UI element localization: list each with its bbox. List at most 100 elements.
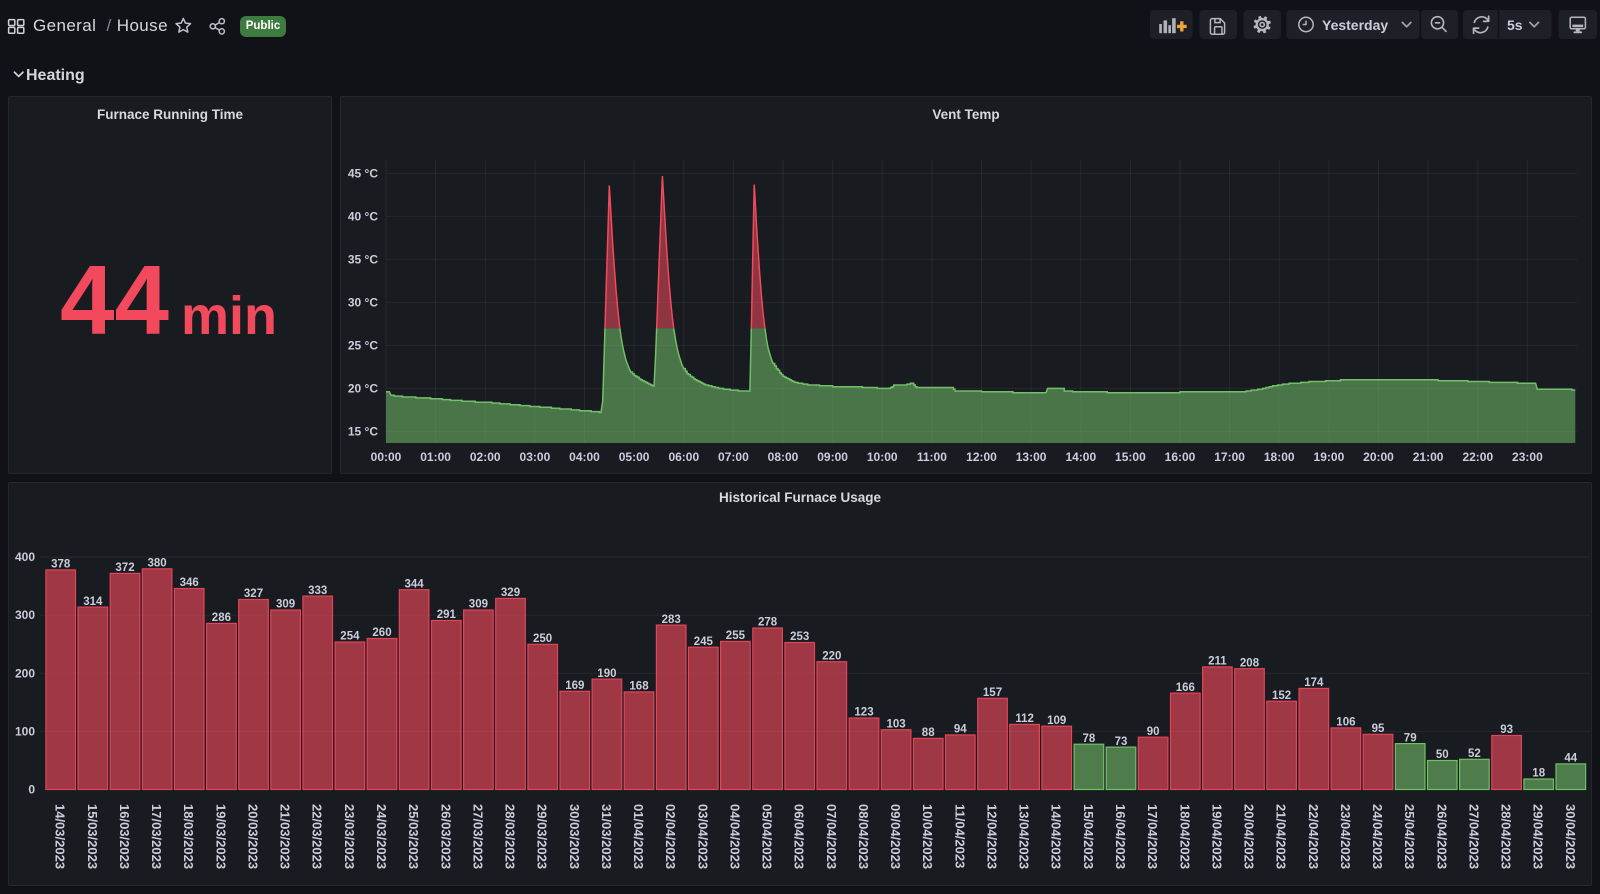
svg-text:100: 100	[15, 724, 35, 738]
svg-text:344: 344	[405, 578, 425, 590]
svg-text:13:00: 13:00	[1016, 450, 1047, 464]
svg-text:346: 346	[180, 577, 199, 589]
svg-text:21:00: 21:00	[1413, 450, 1444, 464]
svg-text:15 °C: 15 °C	[348, 424, 378, 438]
svg-text:02:00: 02:00	[470, 450, 501, 464]
svg-text:327: 327	[244, 588, 263, 600]
svg-text:28/04/2023: 28/04/2023	[1499, 804, 1514, 869]
svg-text:79: 79	[1404, 732, 1417, 744]
svg-text:21/04/2023: 21/04/2023	[1274, 804, 1289, 869]
svg-text:12:00: 12:00	[966, 450, 997, 464]
svg-text:152: 152	[1272, 690, 1291, 702]
svg-text:245: 245	[694, 636, 714, 648]
svg-text:20/04/2023: 20/04/2023	[1242, 804, 1257, 869]
svg-text:07/04/2023: 07/04/2023	[824, 804, 839, 869]
svg-text:02/04/2023: 02/04/2023	[663, 804, 678, 869]
svg-text:04:00: 04:00	[569, 450, 600, 464]
svg-text:400: 400	[15, 550, 35, 564]
svg-text:26/03/2023: 26/03/2023	[438, 804, 453, 869]
svg-text:45 °C: 45 °C	[348, 166, 378, 180]
svg-text:28/03/2023: 28/03/2023	[503, 804, 518, 869]
svg-text:90: 90	[1147, 726, 1160, 738]
svg-text:291: 291	[437, 609, 457, 621]
svg-text:30/04/2023: 30/04/2023	[1563, 804, 1578, 869]
svg-text:30 °C: 30 °C	[348, 295, 378, 309]
svg-text:08:00: 08:00	[768, 450, 799, 464]
svg-text:18/03/2023: 18/03/2023	[181, 804, 196, 869]
svg-text:283: 283	[662, 614, 681, 626]
svg-text:168: 168	[629, 681, 649, 693]
svg-text:169: 169	[565, 680, 584, 692]
svg-text:00:00: 00:00	[371, 450, 402, 464]
svg-text:25/04/2023: 25/04/2023	[1402, 804, 1417, 869]
svg-text:31/03/2023: 31/03/2023	[599, 804, 614, 869]
svg-text:30/03/2023: 30/03/2023	[567, 804, 582, 869]
svg-text:01:00: 01:00	[420, 450, 451, 464]
svg-text:01/04/2023: 01/04/2023	[631, 804, 646, 869]
svg-text:26/04/2023: 26/04/2023	[1434, 804, 1449, 869]
svg-text:17/04/2023: 17/04/2023	[1145, 804, 1160, 869]
svg-text:112: 112	[1015, 713, 1034, 725]
svg-text:17:00: 17:00	[1214, 450, 1245, 464]
svg-text:309: 309	[276, 599, 295, 611]
svg-text:09:00: 09:00	[817, 450, 848, 464]
svg-text:95: 95	[1372, 723, 1385, 735]
svg-text:20:00: 20:00	[1363, 450, 1394, 464]
svg-text:16/04/2023: 16/04/2023	[1113, 804, 1128, 869]
svg-text:14:00: 14:00	[1065, 450, 1096, 464]
svg-text:16:00: 16:00	[1165, 450, 1196, 464]
svg-text:23/04/2023: 23/04/2023	[1338, 804, 1353, 869]
svg-text:0: 0	[28, 783, 35, 797]
svg-text:09/04/2023: 09/04/2023	[888, 804, 903, 869]
svg-text:378: 378	[51, 559, 71, 571]
svg-text:03:00: 03:00	[520, 450, 551, 464]
svg-text:174: 174	[1304, 677, 1324, 689]
svg-text:08/04/2023: 08/04/2023	[856, 804, 871, 869]
svg-text:50: 50	[1436, 749, 1449, 761]
svg-text:35 °C: 35 °C	[348, 252, 378, 266]
svg-text:94: 94	[954, 724, 967, 736]
svg-text:19/04/2023: 19/04/2023	[1209, 804, 1224, 869]
svg-text:211: 211	[1208, 656, 1227, 668]
svg-text:88: 88	[922, 727, 935, 739]
svg-text:19:00: 19:00	[1314, 450, 1345, 464]
svg-text:73: 73	[1115, 736, 1128, 748]
svg-text:14/04/2023: 14/04/2023	[1049, 804, 1064, 869]
svg-text:208: 208	[1240, 657, 1260, 669]
svg-text:278: 278	[758, 617, 778, 629]
svg-text:253: 253	[790, 631, 809, 643]
svg-text:14/03/2023: 14/03/2023	[53, 804, 68, 869]
svg-text:286: 286	[212, 612, 231, 624]
svg-text:157: 157	[983, 687, 1002, 699]
svg-text:254: 254	[340, 631, 360, 643]
svg-text:23/03/2023: 23/03/2023	[342, 804, 357, 869]
svg-text:22/04/2023: 22/04/2023	[1306, 804, 1321, 869]
svg-text:109: 109	[1047, 715, 1066, 727]
svg-text:93: 93	[1500, 724, 1513, 736]
svg-text:07:00: 07:00	[718, 450, 749, 464]
svg-text:372: 372	[115, 562, 134, 574]
svg-text:24/03/2023: 24/03/2023	[374, 804, 389, 869]
svg-text:16/03/2023: 16/03/2023	[117, 804, 132, 869]
svg-text:260: 260	[372, 627, 391, 639]
svg-text:05:00: 05:00	[619, 450, 650, 464]
svg-text:25/03/2023: 25/03/2023	[406, 804, 421, 869]
svg-text:333: 333	[308, 585, 327, 597]
svg-text:17/03/2023: 17/03/2023	[149, 804, 164, 869]
svg-text:18: 18	[1532, 768, 1545, 780]
svg-text:22/03/2023: 22/03/2023	[310, 804, 325, 869]
svg-text:329: 329	[501, 587, 520, 599]
svg-text:380: 380	[148, 558, 167, 570]
svg-text:05/04/2023: 05/04/2023	[760, 804, 775, 869]
svg-text:27/04/2023: 27/04/2023	[1466, 804, 1481, 869]
svg-text:78: 78	[1083, 733, 1096, 745]
svg-text:23:00: 23:00	[1512, 450, 1543, 464]
svg-text:314: 314	[83, 596, 103, 608]
svg-text:06:00: 06:00	[668, 450, 699, 464]
svg-text:18/04/2023: 18/04/2023	[1177, 804, 1192, 869]
svg-text:40 °C: 40 °C	[348, 209, 378, 223]
svg-text:03/04/2023: 03/04/2023	[695, 804, 710, 869]
svg-text:29/04/2023: 29/04/2023	[1531, 804, 1546, 869]
svg-text:11/04/2023: 11/04/2023	[952, 804, 967, 868]
svg-text:11:00: 11:00	[917, 450, 947, 464]
